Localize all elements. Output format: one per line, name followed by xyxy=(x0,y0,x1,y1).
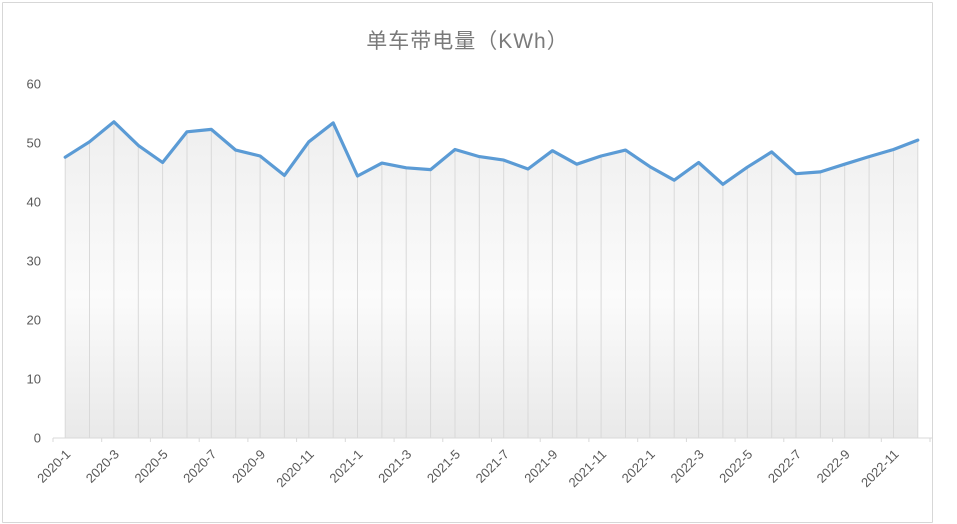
x-axis-label: 2022-7 xyxy=(765,447,804,486)
x-axis-label: 2020-7 xyxy=(180,447,219,486)
y-axis-label: 30 xyxy=(27,254,41,269)
x-axis-label: 2020-5 xyxy=(131,447,170,486)
x-axis-label: 2022-5 xyxy=(716,447,755,486)
x-axis-label: 2021-9 xyxy=(521,447,560,486)
x-axis-label: 2022-3 xyxy=(667,447,706,486)
x-axis-label: 2021-11 xyxy=(566,447,610,491)
series-line xyxy=(63,120,920,186)
x-axis-label: 2020-1 xyxy=(34,447,73,486)
y-axis-label: 20 xyxy=(27,313,41,328)
x-axis-label: 2020-11 xyxy=(273,447,317,491)
x-axis-label: 2022-11 xyxy=(858,447,902,491)
series-area-fill xyxy=(65,121,918,439)
x-axis-label: 2020-3 xyxy=(83,447,122,486)
y-axis-label: 0 xyxy=(34,431,41,446)
x-axis-label: 2021-7 xyxy=(473,447,512,486)
x-axis-label: 2022-1 xyxy=(619,447,658,486)
y-axis-label: 50 xyxy=(27,136,41,151)
x-axis-label: 2021-1 xyxy=(326,447,365,486)
y-axis-label: 60 xyxy=(27,77,41,92)
line-chart: 单车带电量（KWh） 0 10 20 30 40 50 60 2020-1 2020-3 2020… xyxy=(2,2,933,523)
x-axis-label: 2021-5 xyxy=(424,447,463,486)
y-axis-label: 40 xyxy=(27,195,41,210)
plot-area: 0 10 20 30 40 50 60 2020-1 2020-3 2020-5 2020-7 202… xyxy=(27,77,932,491)
x-axis-label: 2020-9 xyxy=(229,447,268,486)
x-axis-label: 2022-9 xyxy=(814,447,853,486)
x-axis-label: 2021-3 xyxy=(375,447,414,486)
y-axis-label: 10 xyxy=(27,372,41,387)
chart-title: 单车带电量（KWh） xyxy=(366,30,569,53)
